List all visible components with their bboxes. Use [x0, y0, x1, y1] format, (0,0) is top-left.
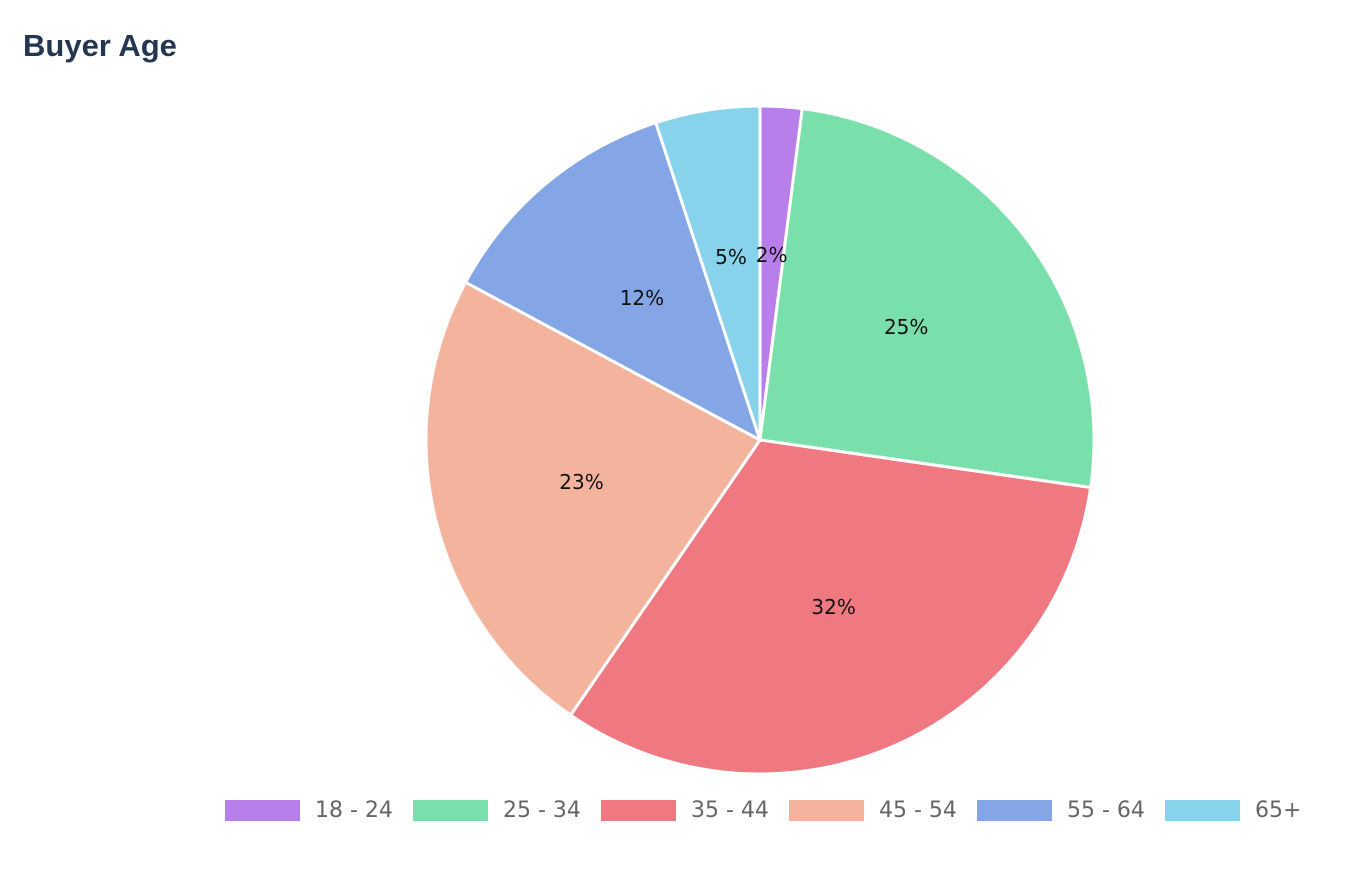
- pie-label-65-plus: 5%: [715, 245, 747, 269]
- legend-swatch: [225, 799, 300, 821]
- legend-label: 45 - 54: [879, 797, 957, 823]
- legend-item-65-plus[interactable]: 65+: [1165, 790, 1301, 830]
- legend-item-45-54[interactable]: 45 - 54: [789, 790, 957, 830]
- legend-swatch: [601, 799, 676, 821]
- chart-title: Buyer Age: [23, 28, 177, 63]
- pie-label-25-34: 25%: [884, 315, 928, 339]
- pie-slices: [424, 104, 1096, 776]
- pie-label-55-64: 12%: [620, 286, 664, 310]
- legend-label: 65+: [1255, 797, 1302, 823]
- legend-label: 18 - 24: [315, 797, 393, 823]
- pie-label-45-54: 23%: [559, 470, 603, 494]
- legend-item-35-44[interactable]: 35 - 44: [601, 790, 769, 830]
- legend-swatch: [1165, 799, 1240, 821]
- pie-label-35-44: 32%: [811, 595, 855, 619]
- pie-slice-35-44[interactable]: [569, 438, 1093, 776]
- legend-swatch: [977, 799, 1052, 821]
- pie-slice-45-54[interactable]: [424, 280, 762, 717]
- pie-labels: 2% 25% 32% 23% 12% 5%: [559, 243, 928, 619]
- legend-item-18-24[interactable]: 18 - 24: [225, 790, 393, 830]
- legend-item-25-34[interactable]: 25 - 34: [413, 790, 581, 830]
- pie-slice-55-64[interactable]: [464, 121, 762, 442]
- chart-legend: 18 - 24 25 - 34 35 - 44 45 - 54 55 - 64 65+: [0, 790, 1356, 830]
- legend-swatch: [789, 799, 864, 821]
- legend-swatch: [413, 799, 488, 821]
- legend-label: 55 - 64: [1067, 797, 1145, 823]
- pie-slice-65-plus[interactable]: [654, 104, 762, 442]
- pie-label-18-24: 2%: [756, 243, 788, 267]
- legend-label: 25 - 34: [503, 797, 581, 823]
- legend-item-55-64[interactable]: 55 - 64: [977, 790, 1145, 830]
- legend-label: 35 - 44: [691, 797, 769, 823]
- pie-slice-25-34[interactable]: [758, 107, 1096, 490]
